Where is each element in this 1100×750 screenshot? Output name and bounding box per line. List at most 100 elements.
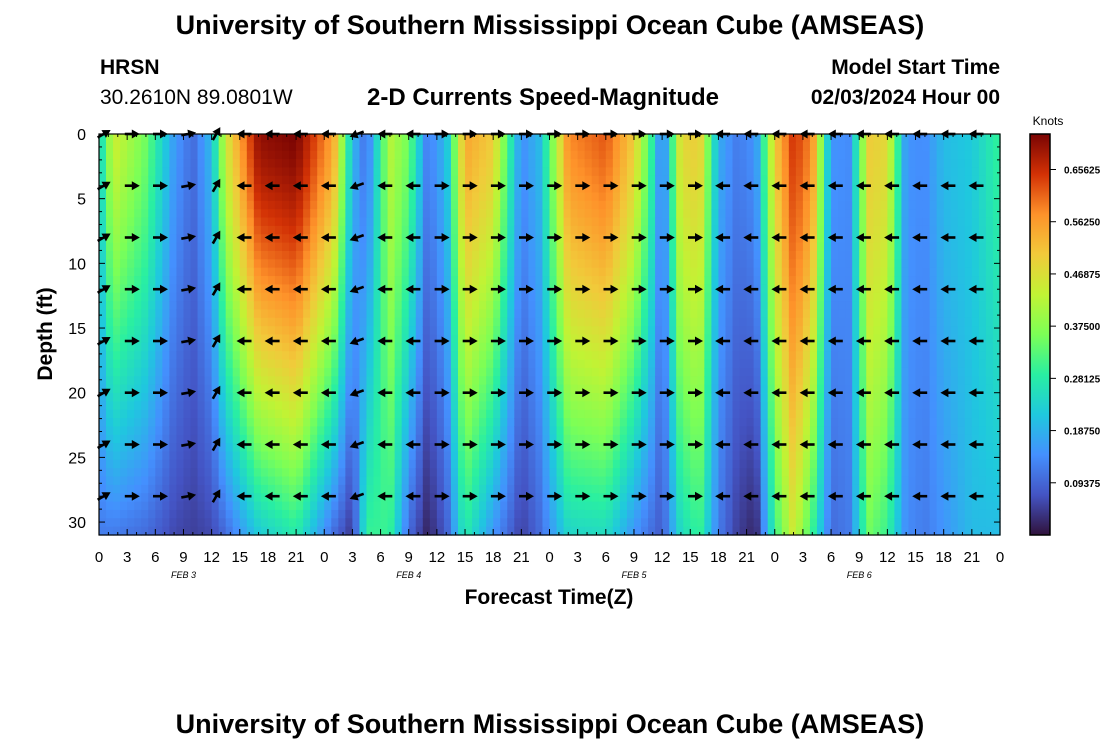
- heatmap-cell: [148, 184, 156, 194]
- heatmap-cell: [549, 443, 558, 453]
- heatmap-cell: [605, 242, 614, 252]
- heatmap-cell: [324, 351, 332, 361]
- heatmap-cell: [331, 276, 339, 285]
- heatmap-cell: [113, 292, 121, 302]
- heatmap-cell: [612, 392, 621, 402]
- heatmap-cell: [725, 184, 734, 194]
- heatmap-cell: [746, 292, 755, 302]
- heatmap-cell: [225, 317, 234, 327]
- heatmap-cell: [148, 250, 156, 260]
- heatmap-cell: [648, 384, 656, 394]
- heatmap-cell: [465, 367, 473, 377]
- heatmap-cell: [394, 175, 403, 185]
- heatmap-cell: [612, 209, 621, 219]
- heatmap-cell: [429, 292, 438, 302]
- heatmap-cell: [816, 484, 825, 494]
- heatmap-cell: [739, 434, 748, 444]
- heatmap-cell: [267, 142, 276, 152]
- heatmap-cell: [120, 451, 128, 461]
- heatmap-cell: [127, 317, 135, 327]
- heatmap-cell: [190, 392, 199, 402]
- heatmap-cell: [408, 217, 417, 227]
- heatmap-cell: [232, 309, 241, 319]
- heatmap-cell: [204, 242, 213, 252]
- heatmap-cell: [725, 367, 734, 377]
- heatmap-cell: [429, 259, 438, 269]
- heatmap-cell: [479, 426, 487, 436]
- heatmap-cell: [465, 434, 473, 444]
- heatmap-cell: [725, 267, 734, 277]
- heatmap-cell: [366, 526, 375, 536]
- heatmap-cell: [338, 301, 346, 311]
- heatmap-cell: [190, 351, 199, 361]
- heatmap-cell: [408, 418, 417, 427]
- heatmap-cell: [148, 175, 156, 185]
- heatmap-cell: [767, 451, 776, 461]
- heatmap-cell: [690, 409, 698, 419]
- heatmap-cell: [415, 426, 424, 436]
- heatmap-cell: [359, 476, 368, 486]
- heatmap-cell: [760, 434, 769, 444]
- heatmap-cell: [310, 259, 318, 269]
- heatmap-cell: [190, 175, 199, 185]
- heatmap-cell: [718, 526, 727, 536]
- heatmap-cell: [746, 526, 755, 536]
- heatmap-cell: [472, 276, 480, 285]
- heatmap-cell: [697, 342, 705, 352]
- heatmap-cell: [373, 334, 382, 344]
- heatmap-cell: [507, 509, 515, 519]
- heatmap-cell: [662, 276, 670, 285]
- heatmap-cell: [260, 284, 269, 294]
- heatmap-cell: [605, 409, 614, 419]
- heatmap-cell: [669, 434, 677, 444]
- heatmap-cell: [113, 301, 121, 311]
- heatmap-cell: [267, 409, 276, 419]
- heatmap-cell: [732, 242, 741, 252]
- heatmap-cell: [338, 200, 346, 210]
- heatmap-cell: [781, 493, 790, 503]
- heatmap-cell: [528, 351, 537, 361]
- heatmap-cell: [127, 359, 135, 369]
- heatmap-cell: [155, 334, 163, 344]
- heatmap-cell: [570, 376, 579, 386]
- heatmap-cell: [612, 342, 621, 352]
- heatmap-cell: [429, 376, 438, 386]
- heatmap-cell: [563, 167, 572, 177]
- heatmap-cell: [725, 209, 734, 219]
- heatmap-cell: [577, 501, 586, 511]
- heatmap-cell: [106, 468, 114, 478]
- heatmap-cell: [324, 317, 332, 327]
- heatmap-cell: [373, 418, 382, 427]
- heatmap-cell: [380, 250, 389, 260]
- heatmap-cell: [626, 351, 635, 361]
- heatmap-cell: [134, 526, 142, 536]
- heatmap-cell: [732, 501, 741, 511]
- heatmap-cell: [415, 418, 424, 427]
- heatmap-cell: [732, 392, 741, 402]
- heatmap-cell: [289, 451, 297, 461]
- heatmap-cell: [345, 451, 354, 461]
- heatmap-cell: [204, 309, 213, 319]
- heatmap-cell: [120, 175, 128, 185]
- heatmap-cell: [626, 476, 635, 486]
- heatmap-cell: [380, 309, 389, 319]
- heatmap-cell: [584, 351, 593, 361]
- heatmap-cell: [598, 175, 607, 185]
- heatmap-cell: [197, 292, 206, 302]
- heatmap-cell: [113, 175, 121, 185]
- heatmap-cell: [711, 309, 720, 319]
- heatmap-cell: [225, 409, 234, 419]
- heatmap-cell: [704, 209, 712, 219]
- heatmap-cell: [465, 384, 473, 394]
- heatmap-cell: [190, 501, 199, 511]
- heatmap-cell: [225, 150, 234, 160]
- heatmap-cell: [380, 401, 389, 411]
- heatmap-cell: [352, 292, 361, 302]
- heatmap-cell: [415, 526, 424, 536]
- heatmap-cell: [683, 493, 691, 503]
- heatmap-cell: [732, 184, 741, 194]
- heatmap-cell: [542, 434, 551, 444]
- heatmap-cell: [450, 200, 459, 210]
- heatmap-cell: [253, 192, 262, 202]
- heatmap-cell: [218, 493, 227, 503]
